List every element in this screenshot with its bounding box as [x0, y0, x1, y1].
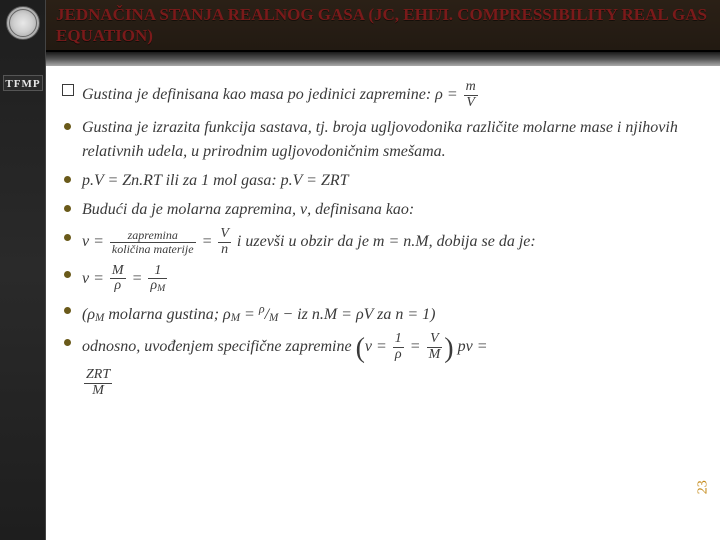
fraction: ZRTM — [84, 368, 112, 398]
fraction: VM — [427, 332, 443, 362]
bullet-text: = — [406, 338, 425, 355]
bullet-text: ν = — [365, 338, 391, 355]
bullet-item: ν = Mρ = 1ρM — [64, 264, 706, 295]
fraction: Mρ — [110, 264, 126, 294]
left-rail: TFMP — [0, 0, 46, 540]
bullet-text: ν = — [82, 233, 108, 250]
fraction: 1ρM — [148, 264, 167, 295]
bullet-icon — [64, 176, 71, 183]
university-seal-icon — [6, 6, 40, 40]
bullet-item: Gustina je definisana kao masa po jedini… — [64, 80, 706, 110]
title-divider — [46, 52, 720, 66]
fraction: 1ρ — [393, 332, 404, 362]
bullet-icon — [64, 271, 71, 278]
bullet-text: (ρM molarna gustina; ρM = ρ/M − iz n.M =… — [82, 306, 435, 323]
bullet-item: ZRTM — [64, 368, 706, 398]
page-number: 23 — [694, 480, 714, 494]
bullet-icon — [62, 84, 74, 96]
bullet-item: (ρM molarna gustina; ρM = ρ/M − iz n.M =… — [64, 300, 706, 326]
bullet-text: ν = — [82, 270, 108, 287]
bullet-item: odnosno, uvođenjem specifične zapremine … — [64, 332, 706, 362]
paren-open: ( — [356, 338, 365, 360]
bullet-icon — [64, 234, 71, 241]
bullet-text: pν = — [454, 338, 488, 355]
bullet-icon — [64, 307, 71, 314]
bullet-item: p.V = Zn.RT ili za 1 mol gasa: p.V = ZRT — [64, 169, 706, 192]
fraction: Vn — [218, 227, 231, 257]
bullet-text: i uzevši u obzir da je m = n.M, dobija s… — [233, 233, 536, 250]
bullet-text: Budući da je molarna zapremina, ν, defin… — [82, 201, 414, 218]
slide-title: JEDNAČINA STANJA REALNOG GASA (JC, ЕНГЛ.… — [56, 4, 710, 47]
bullet-icon — [64, 123, 71, 130]
fraction: zapreminakoličina materije — [110, 229, 196, 255]
bullet-text: Gustina je izrazita funkcija sastava, tj… — [82, 119, 678, 159]
bullet-item: Budući da je molarna zapremina, ν, defin… — [64, 198, 706, 221]
slide: TFMP JEDNAČINA STANJA REALNOG GASA (JC, … — [0, 0, 720, 540]
bullet-item: Gustina je izrazita funkcija sastava, tj… — [64, 116, 706, 162]
slide-body: Gustina je definisana kao masa po jedini… — [46, 70, 720, 540]
tfmp-badge: TFMP — [3, 75, 43, 91]
paren-close: ) — [444, 338, 453, 360]
bullet-text: odnosno, uvođenjem specifične zapremine — [82, 338, 356, 355]
bullet-text: Gustina je definisana kao masa po jedini… — [82, 86, 462, 103]
bullet-text: = — [128, 270, 147, 287]
fraction: mV — [464, 80, 478, 110]
bullet-icon — [64, 339, 71, 346]
bullet-icon — [64, 205, 71, 212]
title-bar: JEDNAČINA STANJA REALNOG GASA (JC, ЕНГЛ.… — [46, 0, 720, 52]
bullet-text: = — [198, 233, 217, 250]
bullet-text: p.V = Zn.RT ili za 1 mol gasa: p.V = ZRT — [82, 172, 349, 189]
bullet-item: ν = zapreminakoličina materije = Vn i uz… — [64, 227, 706, 257]
